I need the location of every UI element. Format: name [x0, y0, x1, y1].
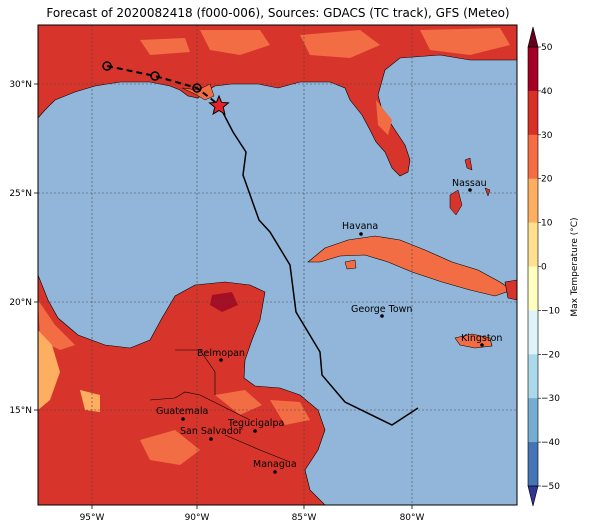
lon-tick-label: 85°W: [292, 513, 317, 523]
lon-tick-label: 90°W: [185, 513, 210, 523]
city-markers: [181, 188, 484, 474]
city-dot: [480, 343, 484, 347]
land-isla-juventud: [344, 259, 357, 270]
city-label-kingston: Kingston: [461, 333, 502, 344]
colorbar-tick-label: 30: [541, 131, 553, 141]
colorbar-tick-label: −50: [541, 482, 560, 492]
colorbar-band: [528, 354, 538, 399]
map-frame: [37, 24, 518, 506]
colorbar-tick-label: −40: [541, 438, 560, 448]
colorbar-tick-label: 10: [541, 219, 553, 229]
lat-tick-label: 30°N: [9, 80, 32, 90]
colorbar-extend-min: [527, 485, 539, 507]
colorbar-label: Max Temperature (°C): [570, 217, 580, 316]
city-dot: [219, 358, 223, 362]
storm-past-track: [106, 65, 220, 106]
city-label-san-salvador: San Salvador: [180, 426, 243, 437]
city-dot: [253, 429, 257, 433]
lon-tick-label: 80°W: [400, 513, 425, 523]
city-label-havana: Havana: [342, 221, 378, 232]
axis-ticks: [34, 83, 413, 509]
colorbar-band: [528, 178, 538, 224]
storm-position-marker: [102, 61, 112, 71]
star-icon: [208, 94, 230, 116]
city-dot: [181, 417, 185, 421]
colorbar-band: [528, 222, 538, 267]
map-title: Forecast of 2020082418 (f000-006), Sourc…: [46, 6, 510, 20]
country-borders: [149, 349, 291, 463]
colorbar-extend-max: [527, 26, 539, 48]
city-label-belmopan: Belmopan: [197, 348, 245, 359]
colorbar-tick-label: 50: [541, 43, 553, 53]
colorbar-band: [528, 442, 538, 487]
city-label-george-town: George Town: [351, 304, 412, 315]
city-dot: [359, 232, 363, 236]
city-label-tegucigalpa: Tegucigalpa: [227, 418, 284, 429]
colorbar-tick-label: −30: [541, 394, 560, 404]
colorbar-band: [528, 90, 538, 136]
map-area: Havana Nassau George Town Kingston Belmo…: [38, 25, 517, 505]
colorbar-tick-label: 20: [541, 175, 553, 185]
colorbar-band: [528, 398, 538, 443]
colorbar-band: [528, 310, 538, 355]
land-us-gulf-coast: [38, 25, 517, 177]
lat-tick-label: 20°N: [9, 298, 32, 308]
colorbar-tick-label: 40: [541, 87, 553, 97]
land-hispaniola: [504, 279, 517, 301]
land-mexico-central-america: [38, 274, 326, 505]
lat-tick-label: 15°N: [9, 406, 32, 416]
land-mexico-warm: [38, 300, 310, 465]
storm-position-marker: [150, 71, 160, 81]
city-dot: [468, 188, 472, 192]
graticule: [38, 25, 517, 505]
city-label-guatemala: Guatemala: [156, 406, 208, 417]
colorbar-tick-label: −20: [541, 350, 560, 360]
land-us-warm-patch: [140, 28, 510, 58]
city-dot: [209, 437, 213, 441]
city-label-nassau: Nassau: [452, 178, 487, 189]
colorbar-band: [528, 134, 538, 180]
storm-position-marker: [192, 83, 202, 93]
colorbar-band: [528, 266, 538, 311]
land-florida-warm-patch: [376, 100, 392, 135]
land-mexico-mild: [38, 330, 100, 412]
land-bahamas: [449, 157, 491, 216]
lat-tick-label: 25°N: [9, 189, 32, 199]
colorbar-band: [528, 47, 538, 92]
colorbar-tick-label: 0: [541, 263, 547, 273]
colorbar-tick-label: −10: [541, 306, 560, 316]
city-dot: [380, 314, 384, 318]
storm-forecast-track: [218, 104, 419, 426]
city-label-managua: Managua: [253, 459, 297, 470]
city-dot: [273, 470, 277, 474]
colorbar: 50 40 30 20 10 0 −10 −20 −30 −40 −50: [527, 26, 560, 507]
lon-tick-label: 95°W: [80, 513, 105, 523]
